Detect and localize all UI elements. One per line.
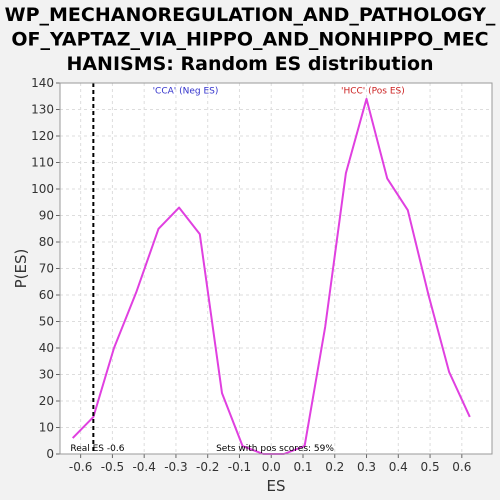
x-axis-label: ES [267, 477, 286, 495]
x-tick-label: 0.4 [389, 460, 408, 474]
y-tick-label: 110 [31, 156, 54, 170]
chart-title: WP_MECHANOREGULATION_AND_PATHOLOGY_ OF_YA… [5, 4, 496, 75]
y-axis-ticks: 0 10 20 30 40 50 60 70 80 90 100 110 120 130 140 [31, 76, 60, 461]
real-es-label: Real ES -0.6 [70, 444, 124, 454]
y-tick-label: 80 [39, 235, 54, 249]
x-tick-label: 0.5 [421, 460, 440, 474]
x-tick-label: 0.3 [357, 460, 376, 474]
x-tick-label: -0.6 [69, 460, 92, 474]
y-tick-label: 100 [31, 182, 54, 196]
y-tick-label: 120 [31, 129, 54, 143]
plot-frame [59, 82, 493, 455]
chart-title-line: WP_MECHANOREGULATION_AND_PATHOLOGY_ [5, 4, 496, 26]
annotation-label: 'CCA' (Neg ES) [153, 87, 219, 97]
x-tick-label: 0.2 [325, 460, 344, 474]
x-tick-label: -0.2 [196, 460, 219, 474]
chart-title-line: HANISMS: Random ES distribution [66, 53, 433, 75]
y-tick-label: 130 [31, 103, 54, 117]
x-tick-label: -0.5 [101, 460, 124, 474]
y-tick-label: 30 [39, 368, 54, 382]
x-tick-label: 0.0 [262, 460, 281, 474]
x-tick-label: -0.1 [228, 460, 251, 474]
x-tick-label: 0.6 [452, 460, 471, 474]
annotations: Real ES -0.6 'CCA' (Neg ES) 'HCC' (Pos ES)… [70, 83, 405, 454]
chart-title-line: OF_YAPTAZ_VIA_HIPPO_AND_NONHIPPO_MEC [11, 29, 488, 51]
y-tick-label: 40 [39, 341, 54, 355]
y-tick-label: 0 [46, 447, 54, 461]
y-tick-label: 50 [39, 315, 54, 329]
x-tick-label: 0.1 [293, 460, 312, 474]
y-axis-label: P(ES) [12, 249, 30, 289]
x-tick-label: -0.3 [164, 460, 187, 474]
y-tick-label: 10 [39, 421, 54, 435]
y-tick-label: 90 [39, 209, 54, 223]
y-tick-label: 140 [31, 76, 54, 90]
y-tick-label: 70 [39, 262, 54, 276]
pos-scores-note: Sets with pos scores: 59% [216, 444, 334, 454]
y-tick-label: 60 [39, 288, 54, 302]
x-tick-label: -0.4 [132, 460, 155, 474]
y-tick-label: 20 [39, 394, 54, 408]
annotation-label: 'HCC' (Pos ES) [341, 87, 405, 97]
x-axis-ticks: -0.6 -0.5 -0.4 -0.3 -0.2 -0.1 0.0 0.1 0.2 0.3 0.4 0… [69, 454, 471, 474]
